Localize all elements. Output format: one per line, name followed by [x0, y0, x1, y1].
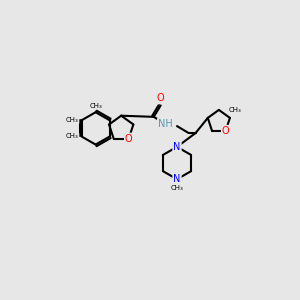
Text: O: O — [222, 126, 230, 136]
Text: CH₃: CH₃ — [66, 134, 79, 140]
Text: CH₃: CH₃ — [89, 103, 102, 109]
Text: CH₃: CH₃ — [66, 117, 79, 123]
Text: O: O — [157, 93, 164, 103]
Text: CH₃: CH₃ — [171, 185, 183, 191]
Text: NH: NH — [158, 119, 173, 129]
Text: N: N — [173, 142, 181, 152]
Text: CH₃: CH₃ — [229, 107, 242, 113]
Text: O: O — [125, 134, 133, 144]
Text: N: N — [173, 174, 181, 184]
